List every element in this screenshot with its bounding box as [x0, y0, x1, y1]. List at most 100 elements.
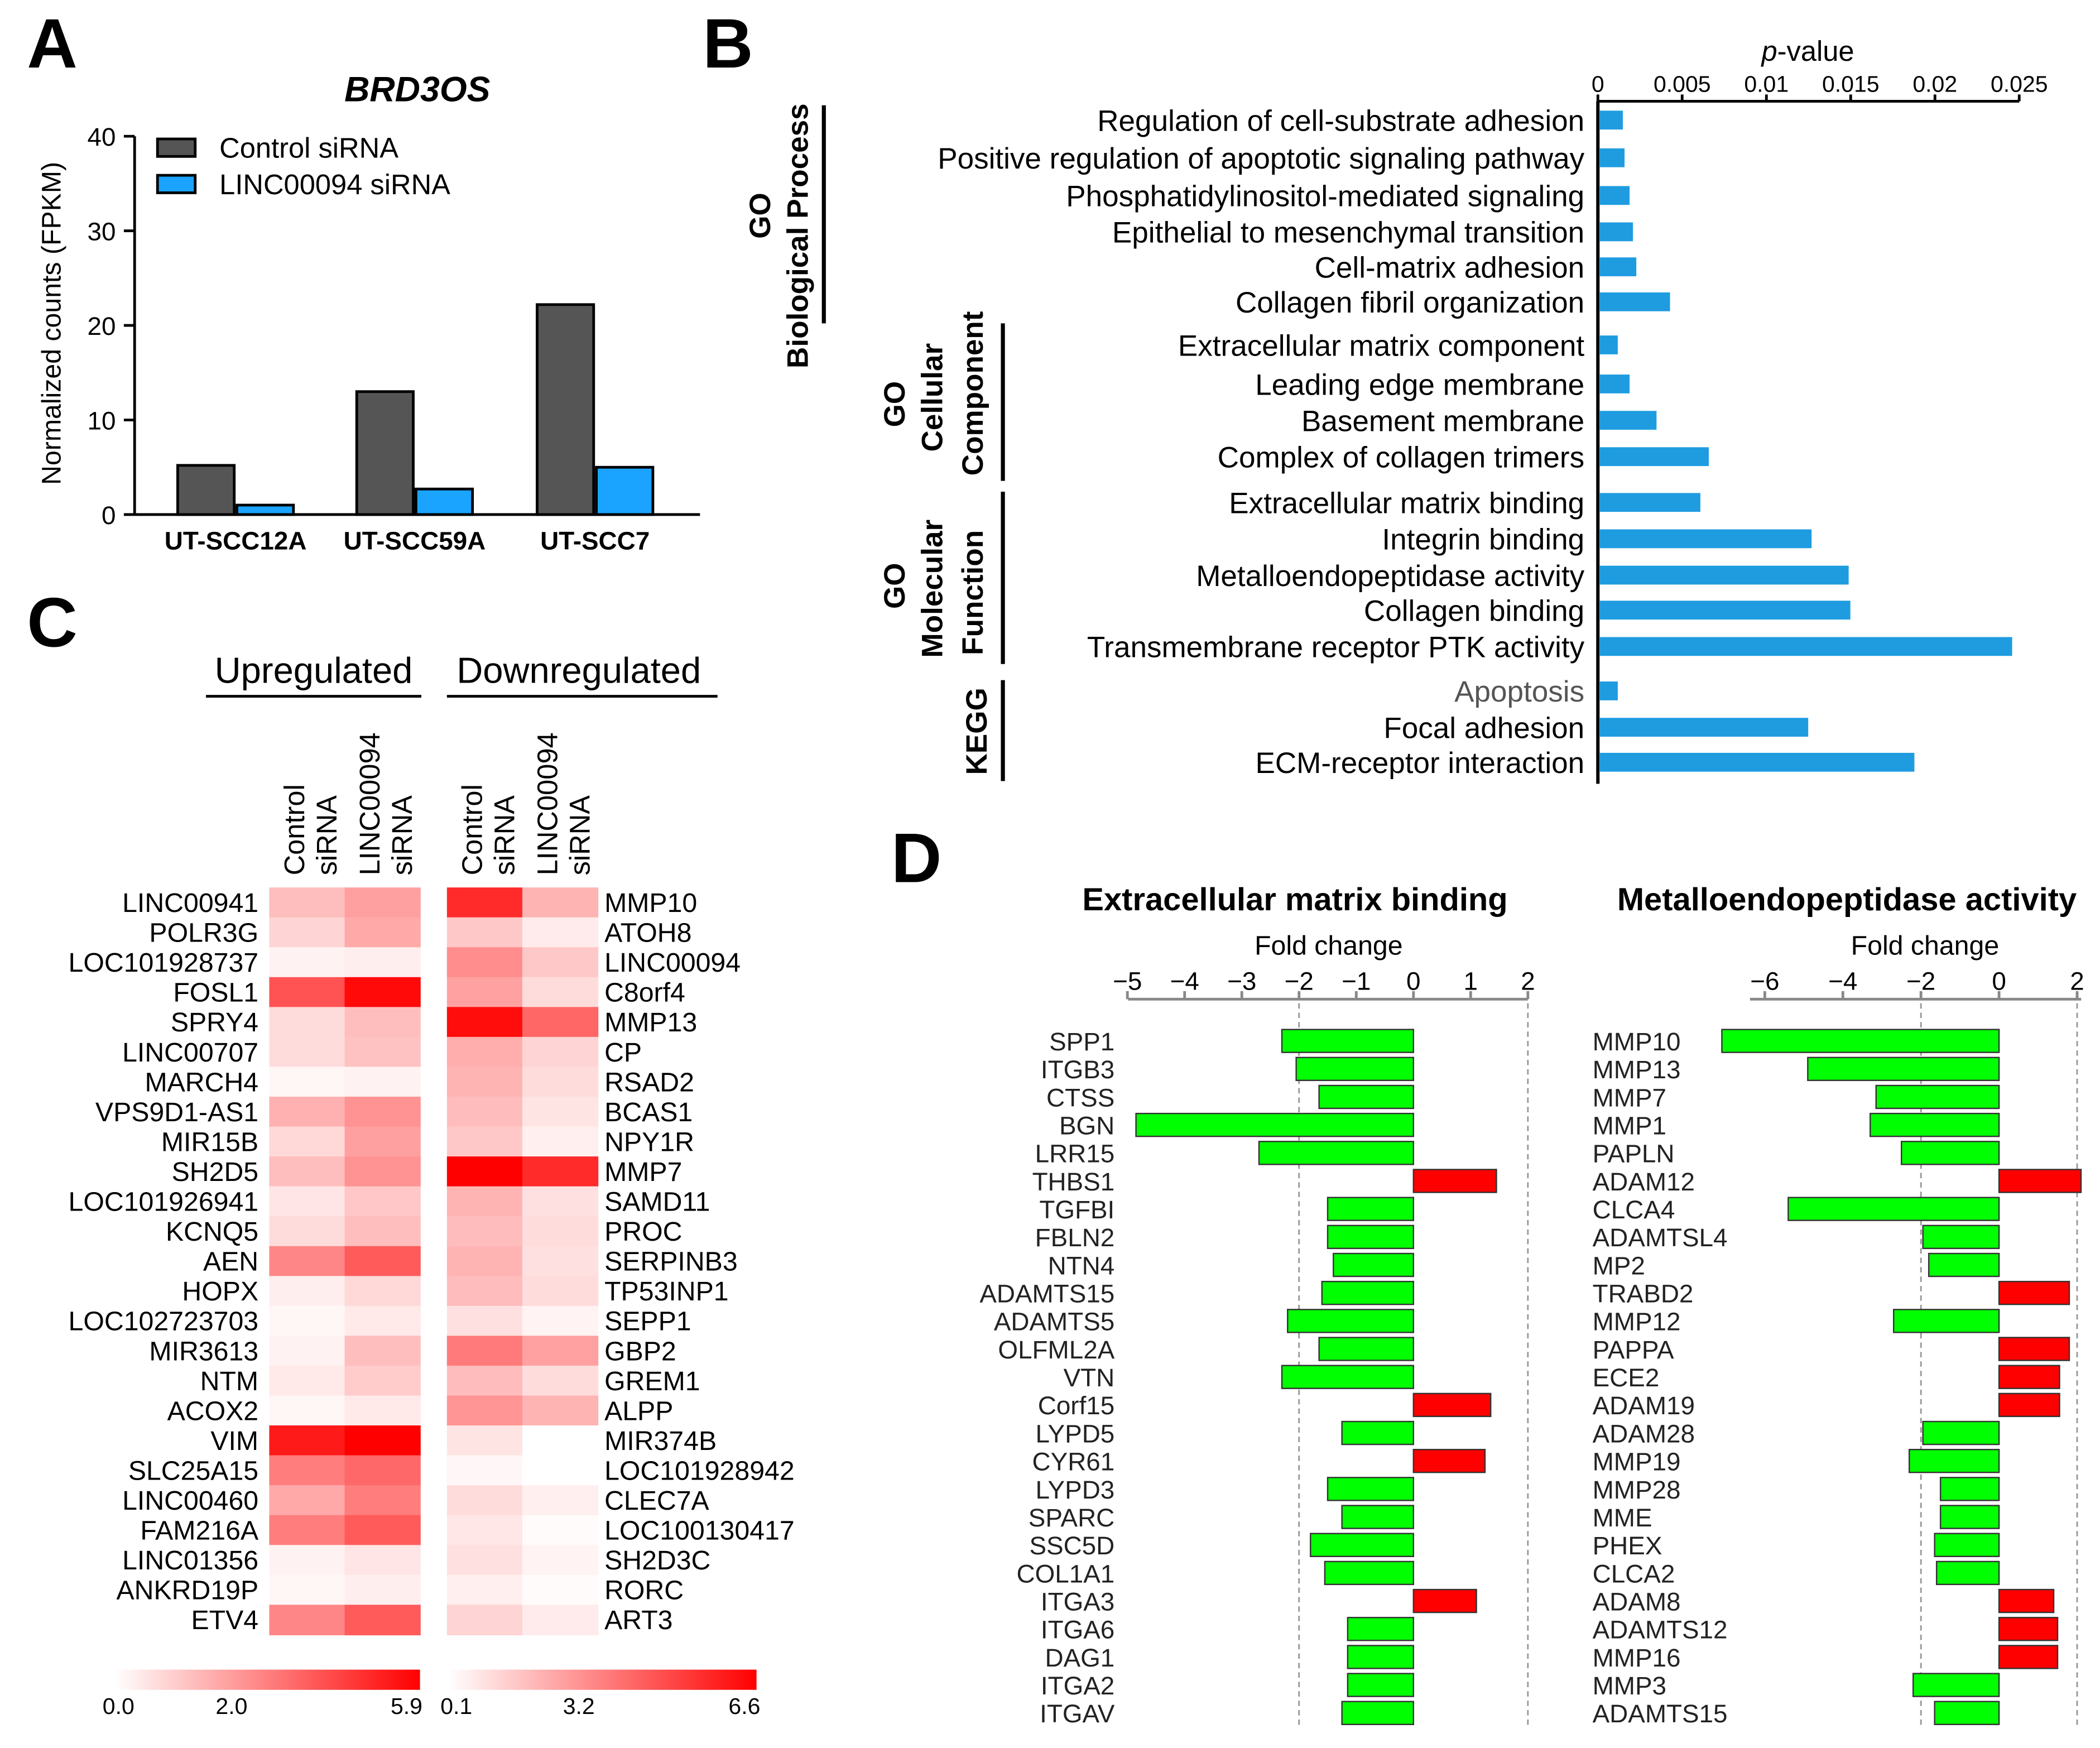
gene-label: HOPX	[182, 1276, 258, 1307]
gene-label: NPY1R	[604, 1127, 694, 1157]
heatmap-cell	[522, 1425, 599, 1456]
bar	[1599, 637, 2012, 656]
scale-label: 6.6	[728, 1693, 760, 1719]
heatmap-cell	[344, 1305, 421, 1337]
scale-label: 0.1	[440, 1693, 472, 1719]
x-tick-label: −3	[1227, 967, 1256, 995]
bar-down	[1875, 1084, 2000, 1110]
gene-label: PAPLN	[1593, 1140, 1675, 1168]
heatmap-cell	[344, 1545, 421, 1576]
gene-label: ART3	[604, 1605, 672, 1635]
bar-down	[1327, 1224, 1414, 1250]
heatmap-cell	[522, 917, 599, 948]
heatmap-cell	[344, 1515, 421, 1546]
heatmap-cell	[522, 1455, 599, 1486]
heatmap-cell	[269, 917, 345, 948]
heatmap-cell	[522, 977, 599, 1008]
gene-label: CYR61	[1032, 1448, 1115, 1476]
heatmap-cell	[522, 1305, 599, 1337]
heatmap-cell	[446, 917, 523, 948]
gene-label: LRR15	[1035, 1140, 1115, 1168]
gene-label: MMP28	[1593, 1476, 1681, 1504]
bar	[1599, 374, 1630, 393]
category-label: Cell-matrix adhesion	[1315, 251, 1585, 284]
gene-label: MMP7	[604, 1157, 682, 1187]
x-axis-title: Fold change	[1255, 931, 1402, 961]
bar	[1599, 411, 1657, 430]
bar-down	[1347, 1617, 1414, 1641]
heatmap-cell	[344, 1336, 421, 1367]
bar-up	[1412, 1449, 1486, 1473]
column-label: LINC00094	[354, 732, 386, 875]
bar	[1599, 601, 1851, 620]
heatmap-cell	[344, 1395, 421, 1427]
bar-down	[1321, 1280, 1414, 1305]
x-tick-label: 0.025	[1991, 71, 2048, 97]
column-label: siRNA	[311, 795, 343, 876]
heatmap-cell	[446, 1336, 523, 1367]
x-tick-label: −4	[1170, 967, 1199, 995]
category-label: Regulation of cell-substrate adhesion	[1097, 104, 1584, 137]
heatmap-cell	[269, 1395, 345, 1427]
heatmap-cell	[522, 1485, 599, 1516]
gene-label: C8orf4	[604, 978, 685, 1008]
bar-down	[1324, 1560, 1414, 1586]
bar-down	[1922, 1420, 2000, 1446]
gene-label: COL1A1	[1017, 1559, 1115, 1588]
gene-label: MMP16	[1593, 1644, 1681, 1672]
column-label: Control	[456, 784, 488, 875]
x-tick-label: 0.015	[1822, 71, 1880, 97]
bar	[1599, 565, 1849, 585]
bar-up	[1998, 1337, 2070, 1361]
heatmap-cell	[269, 1515, 345, 1546]
heatmap-cell	[344, 887, 421, 918]
heatmap-cell	[269, 977, 345, 1008]
bar	[1599, 529, 1812, 549]
x-tick-label: 0	[1592, 71, 1604, 97]
gene-label: MIR374B	[604, 1426, 717, 1456]
heatmap-cell	[522, 1156, 599, 1187]
bar	[1599, 335, 1618, 354]
heatmap-cell	[446, 1485, 523, 1516]
heatmap-cell	[344, 1365, 421, 1396]
gene-label: CP	[604, 1038, 642, 1068]
bar-down	[1922, 1224, 2000, 1250]
group-label: Component	[957, 311, 989, 476]
legend-label: LINC00094 siRNA	[219, 169, 450, 200]
bar-down	[1295, 1057, 1414, 1081]
bar-control	[176, 464, 236, 516]
gene-label: LINC00460	[122, 1486, 258, 1516]
heatmap-cell	[344, 1216, 421, 1247]
bar-down	[1934, 1701, 2000, 1725]
gene-label: SH2D5	[172, 1157, 259, 1187]
gene-label: CLCA4	[1593, 1195, 1675, 1224]
heatmap-cell	[344, 947, 421, 978]
gene-label: LINC00941	[122, 888, 258, 918]
gene-label: TGFBI	[1039, 1195, 1114, 1224]
gene-label: GBP2	[604, 1336, 676, 1366]
scale-label: 5.9	[391, 1693, 422, 1719]
gene-label: MP2	[1593, 1251, 1645, 1280]
heatmap-cell	[446, 1545, 523, 1576]
x-tick-label: −1	[1342, 967, 1371, 995]
heatmap-cell	[344, 1126, 421, 1158]
chart-title: BRD3OS	[344, 70, 490, 109]
group-label: GO	[744, 193, 777, 239]
gene-label: FOSL1	[173, 978, 258, 1008]
bar-down	[1327, 1197, 1414, 1221]
heatmap-cell	[269, 1425, 345, 1456]
heatmap-cell	[344, 917, 421, 948]
bar-up	[1998, 1645, 2059, 1669]
panel-letter-d: D	[891, 818, 942, 897]
gene-label: VTN	[1064, 1363, 1115, 1392]
bar-up	[1998, 1169, 2082, 1193]
category-label: Epithelial to mesenchymal transition	[1112, 217, 1584, 249]
bar	[1599, 292, 1670, 311]
bar-down	[1807, 1057, 2000, 1081]
gene-label: GREM1	[604, 1366, 700, 1396]
gene-label: MMP7	[1593, 1083, 1666, 1112]
gene-label: ECE2	[1593, 1363, 1660, 1392]
bar-up	[1412, 1392, 1492, 1418]
gene-label: SERPINB3	[604, 1247, 738, 1277]
gene-label: ADAMTS15	[979, 1280, 1114, 1308]
